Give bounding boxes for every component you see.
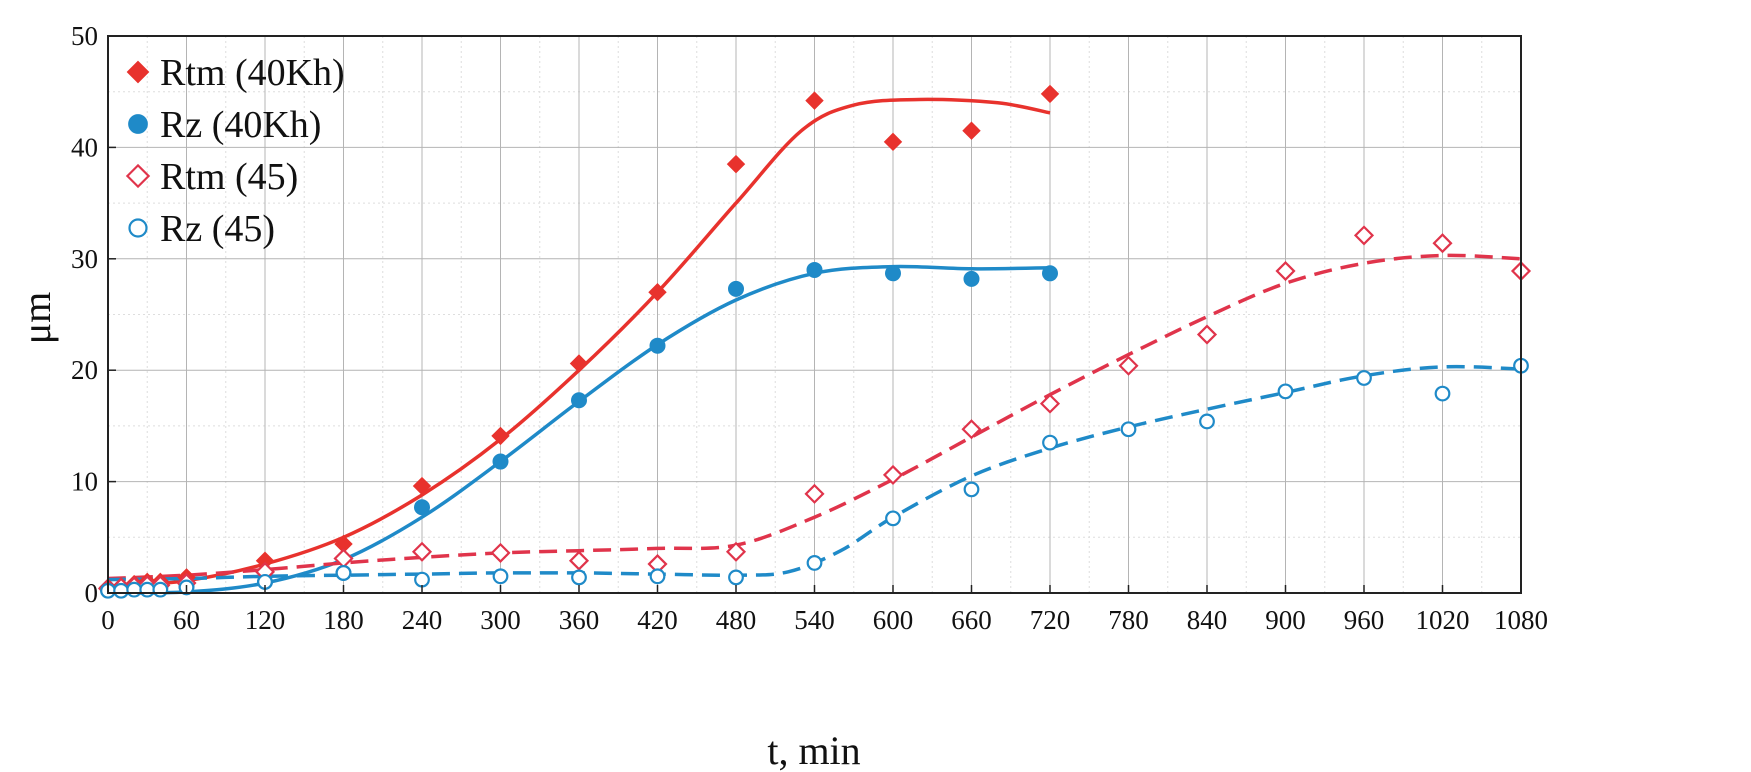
x-axis-title: t, min bbox=[767, 728, 860, 772]
data-point bbox=[139, 581, 156, 598]
x-tick-label: 480 bbox=[716, 605, 757, 635]
data-point bbox=[1042, 434, 1058, 451]
data-point bbox=[649, 568, 666, 585]
axis-ticks: 0 60 120 180 240 300 360 420 480 540 600 660 720 780 8… bbox=[71, 21, 1548, 635]
fit-curve bbox=[107, 364, 1522, 582]
data-point bbox=[1356, 370, 1372, 386]
data-point bbox=[883, 132, 903, 152]
legend-label: Rz (40Kh) bbox=[160, 104, 321, 146]
data-point bbox=[805, 91, 824, 110]
legend-label: Rtm (40Kh) bbox=[160, 52, 345, 94]
data-point bbox=[412, 476, 432, 496]
x-tick-label: 780 bbox=[1108, 605, 1149, 635]
x-tick-label: 240 bbox=[402, 605, 443, 635]
y-tick-label: 30 bbox=[71, 244, 98, 274]
data-point bbox=[126, 581, 143, 598]
data-point bbox=[1275, 260, 1296, 282]
data-point bbox=[1039, 393, 1061, 414]
x-tick-label: 1020 bbox=[1416, 605, 1470, 635]
legend-marker bbox=[128, 114, 148, 134]
legend-marker bbox=[128, 218, 148, 238]
data-point bbox=[1199, 413, 1215, 430]
y-tick-label: 20 bbox=[71, 355, 98, 385]
data-point bbox=[1353, 225, 1375, 246]
x-tick-label: 120 bbox=[245, 605, 286, 635]
data-point bbox=[492, 453, 509, 470]
data-point bbox=[963, 481, 980, 498]
x-tick-label: 420 bbox=[637, 605, 678, 635]
x-tick-label: 540 bbox=[794, 605, 835, 635]
data-point bbox=[571, 569, 587, 586]
data-point bbox=[1432, 233, 1453, 254]
x-tick-label: 180 bbox=[323, 605, 364, 635]
x-tick-label: 300 bbox=[480, 605, 521, 635]
x-tick-label: 0 bbox=[101, 605, 115, 635]
data-point bbox=[414, 571, 430, 588]
legend-label: Rz (45) bbox=[160, 208, 275, 250]
data-point bbox=[492, 568, 509, 585]
data-point bbox=[152, 581, 169, 598]
data-point bbox=[1120, 421, 1137, 438]
data-point bbox=[728, 280, 744, 297]
data-point bbox=[1040, 84, 1060, 104]
legend-marker bbox=[126, 60, 150, 84]
x-tick-label: 360 bbox=[559, 605, 600, 635]
data-point bbox=[113, 582, 129, 599]
x-tick-label: 660 bbox=[951, 605, 992, 635]
legend-marker bbox=[125, 163, 151, 189]
data-point bbox=[806, 261, 823, 278]
data-point bbox=[568, 550, 590, 571]
data-point bbox=[962, 121, 981, 140]
data-point bbox=[490, 542, 511, 563]
x-tick-label: 900 bbox=[1265, 605, 1306, 635]
x-tick-label: 840 bbox=[1187, 605, 1228, 635]
data-point bbox=[1196, 324, 1218, 345]
y-tick-label: 0 bbox=[85, 578, 99, 608]
x-tick-label: 720 bbox=[1030, 605, 1071, 635]
fit-curve bbox=[107, 97, 1051, 590]
data-point bbox=[491, 426, 510, 446]
data-point bbox=[885, 510, 901, 527]
x-tick-label: 60 bbox=[173, 605, 200, 635]
y-tick-label: 40 bbox=[71, 132, 98, 162]
fit-curve bbox=[107, 253, 1522, 581]
data-point bbox=[414, 499, 430, 516]
data-point bbox=[648, 283, 667, 302]
data-point bbox=[1042, 265, 1058, 282]
y-tick-label: 50 bbox=[71, 21, 98, 51]
x-tick-label: 1080 bbox=[1494, 605, 1548, 635]
data-point bbox=[882, 464, 904, 485]
data-point bbox=[335, 565, 352, 581]
data-point bbox=[725, 541, 747, 562]
data-point bbox=[571, 392, 587, 409]
data-point bbox=[963, 270, 980, 287]
data-point bbox=[726, 154, 746, 174]
x-tick-label: 600 bbox=[873, 605, 914, 635]
y-axis-title: μm bbox=[14, 292, 59, 345]
data-point bbox=[804, 483, 825, 504]
data-point bbox=[1118, 355, 1139, 376]
legend-label: Rtm (45) bbox=[160, 156, 298, 198]
data-markers bbox=[97, 84, 1532, 599]
legend: Rtm (40Kh) Rz (40Kh) Rtm (45) Rz (45) bbox=[125, 52, 345, 250]
data-point bbox=[569, 354, 589, 373]
data-point bbox=[1277, 383, 1294, 400]
y-tick-label: 10 bbox=[71, 467, 98, 497]
data-point bbox=[649, 337, 666, 354]
data-point bbox=[961, 419, 982, 440]
data-point bbox=[806, 555, 823, 571]
x-tick-label: 960 bbox=[1344, 605, 1385, 635]
data-point bbox=[728, 569, 744, 586]
data-point bbox=[411, 541, 433, 562]
data-point bbox=[885, 265, 901, 282]
data-point bbox=[1434, 385, 1451, 402]
